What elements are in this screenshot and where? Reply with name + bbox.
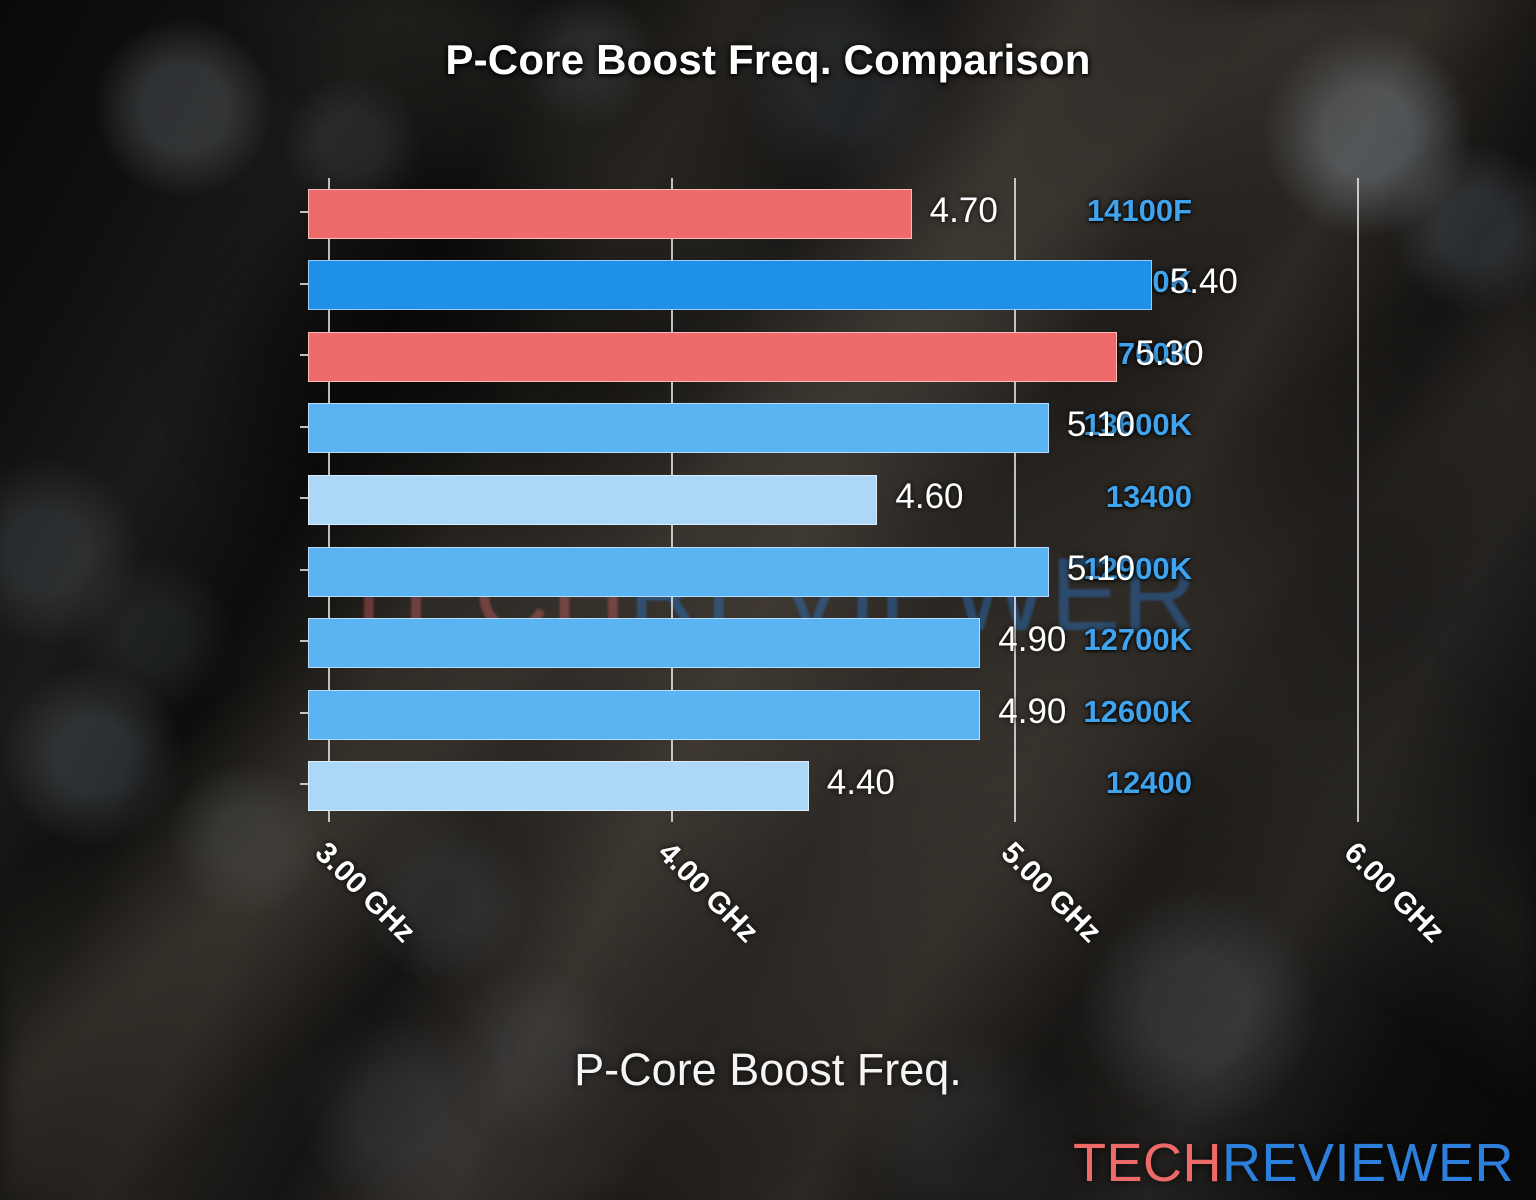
bar-row: 13600K 5.10 bbox=[300, 393, 1508, 465]
plot-area: 14100F4.7013900K5.4013700K5.3013600K5.10… bbox=[300, 178, 1508, 822]
bar-12900k bbox=[308, 546, 1049, 597]
y-axis-tick bbox=[300, 425, 308, 428]
bar-row: 13400 4.60 bbox=[300, 464, 1508, 536]
gridline-600 bbox=[1356, 178, 1359, 822]
bar-row: 13900K5.40 bbox=[300, 250, 1508, 322]
bar-row: 14100F 4.70 bbox=[300, 178, 1508, 250]
bar-value-13700k: 5.30 bbox=[1135, 333, 1204, 373]
y-axis-tick bbox=[300, 282, 308, 285]
bar-12400 bbox=[308, 761, 809, 812]
y-axis-tick bbox=[300, 783, 308, 786]
category-label-12600k: 12600K bbox=[1083, 693, 1192, 729]
bar-14100f bbox=[308, 188, 912, 239]
chart-title: P-Core Boost Freq. Comparison bbox=[445, 36, 1091, 83]
brand-logo: TECHREVIEWER bbox=[1073, 1132, 1514, 1194]
bar-13600k bbox=[308, 403, 1049, 454]
bar-value-13600k: 5.10 bbox=[1066, 405, 1135, 445]
gridline-500 bbox=[1013, 178, 1016, 822]
category-label-12700k: 12700K bbox=[1083, 622, 1192, 658]
bar-row: 12700K 4.90 bbox=[300, 607, 1508, 679]
bar-12600k bbox=[308, 689, 981, 740]
category-label-13400: 13400 bbox=[1105, 478, 1192, 514]
bar-value-12700k: 4.90 bbox=[998, 620, 1067, 660]
bar-value-12900k: 5.10 bbox=[1066, 548, 1135, 588]
bar-value-12400: 4.40 bbox=[826, 763, 895, 803]
bar-value-14100f: 4.70 bbox=[929, 190, 998, 230]
y-axis-tick bbox=[300, 497, 308, 500]
brand-tech-text: TECH bbox=[1072, 1133, 1222, 1193]
bar-13700k bbox=[308, 331, 1118, 382]
bar-13400 bbox=[308, 474, 878, 525]
bar-value-13900k: 5.40 bbox=[1169, 262, 1238, 302]
y-axis-tick bbox=[300, 640, 308, 643]
y-axis-tick bbox=[300, 711, 308, 714]
category-label-12900k: 12900K bbox=[1083, 550, 1192, 586]
y-axis-tick bbox=[300, 211, 308, 213]
bar-row: 12900K 5.10 bbox=[300, 536, 1508, 608]
bar-row: 12400 4.40 bbox=[300, 750, 1508, 822]
brand-reviewer-text: REVIEWER bbox=[1221, 1133, 1514, 1193]
bar-12700k bbox=[308, 618, 981, 669]
category-label-14100f: 14100F bbox=[1086, 192, 1192, 228]
category-label-12400: 12400 bbox=[1105, 765, 1192, 801]
category-label-13600k: 13600K bbox=[1083, 407, 1192, 443]
bar-13900k bbox=[308, 260, 1152, 311]
bar-value-13400: 4.60 bbox=[895, 476, 964, 516]
x-axis-title: P-Core Boost Freq. bbox=[574, 1044, 962, 1095]
bar-row: 12600K 4.90 bbox=[300, 679, 1508, 751]
bar-value-12600k: 4.90 bbox=[998, 691, 1067, 731]
y-axis-tick bbox=[300, 354, 308, 357]
bar-row: 13700K 5.30 bbox=[300, 321, 1508, 393]
y-axis-tick bbox=[300, 568, 308, 571]
